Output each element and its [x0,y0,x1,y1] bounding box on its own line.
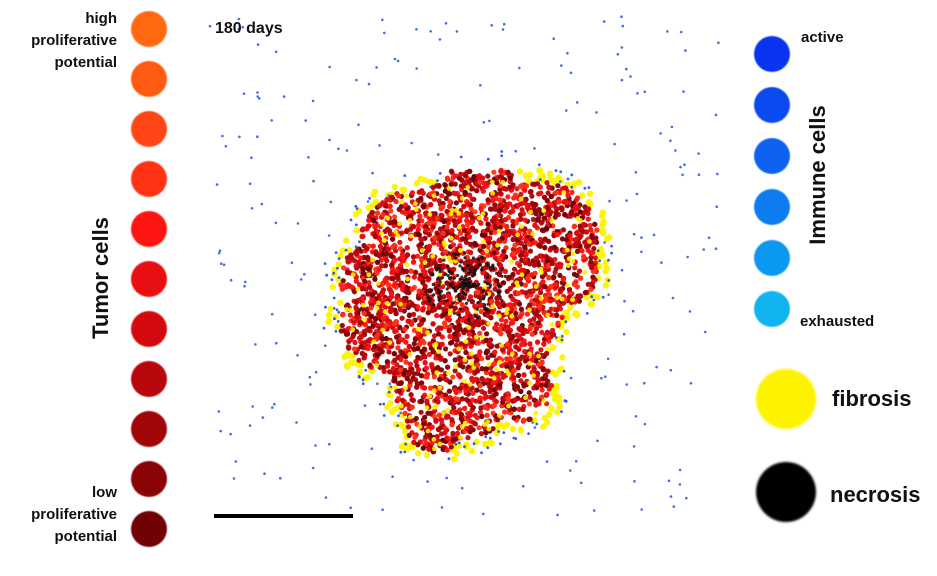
tumor-legend-dot [131,361,167,397]
immune-cells-title: Immune cells [805,105,830,245]
tumor-legend-dot [131,461,167,497]
immune-legend-dot [754,291,790,327]
necrosis-label: necrosis [830,482,921,507]
exhausted-label: exhausted [800,313,875,330]
low-proliferative-label: low proliferative potential [31,482,117,548]
immune-legend-dot [754,240,790,276]
tumor-legend-dot [131,511,167,547]
tumor-legend-dot [131,211,167,247]
high-label-line3: potential [54,54,118,71]
scale-bar [214,514,353,518]
immune-legend-dot [754,138,790,174]
tumor-legend-dot [131,11,167,47]
high-proliferative-label: high proliferative potential [31,8,117,74]
tumor-legend-dot [131,311,167,347]
tumor-legend-dot [131,261,167,297]
immune-legend-dot [754,87,790,123]
fibrosis-swatch [756,369,816,429]
tumor-legend-dot [131,411,167,447]
immune-legend-dot [754,36,790,72]
tumor-cells-title: Tumor cells [88,217,113,339]
active-label: active [801,29,844,46]
immune-legend-dot [754,189,790,225]
tumor-legend-dot [131,111,167,147]
necrosis-swatch [756,462,816,522]
low-label-line3: potential [54,528,118,545]
simulation-time-label: 180 days [215,20,283,37]
low-label-line2: proliferative [31,506,117,523]
tumor-legend-dot [131,161,167,197]
fibrosis-label: fibrosis [832,386,912,411]
high-label-line1: high [85,10,117,27]
tumor-legend-dot [131,61,167,97]
high-label-line2: proliferative [31,32,117,49]
tumor-simulation-image [208,15,720,517]
low-label-line1: low [92,484,117,501]
